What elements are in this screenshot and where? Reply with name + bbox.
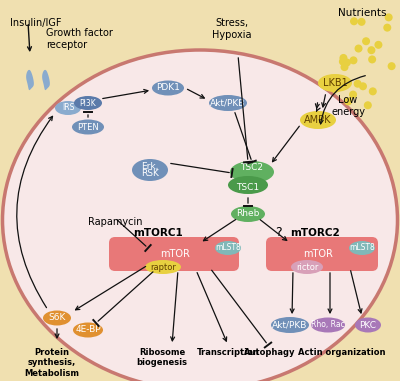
Ellipse shape <box>132 159 168 181</box>
Ellipse shape <box>215 241 241 255</box>
Polygon shape <box>42 70 50 90</box>
Text: Growth factor
receptor: Growth factor receptor <box>46 28 113 50</box>
Ellipse shape <box>271 317 309 333</box>
Ellipse shape <box>340 63 348 71</box>
Ellipse shape <box>228 176 268 194</box>
Ellipse shape <box>340 54 348 62</box>
Text: mTORC2: mTORC2 <box>290 228 340 238</box>
Text: PTEN: PTEN <box>77 123 99 131</box>
Ellipse shape <box>349 91 357 99</box>
Text: TSC1: TSC1 <box>236 184 260 192</box>
Text: Actin organization: Actin organization <box>298 348 386 357</box>
Text: ?: ? <box>275 226 281 240</box>
Ellipse shape <box>231 206 265 222</box>
Ellipse shape <box>72 120 104 134</box>
Text: Rapamycin: Rapamycin <box>88 217 142 227</box>
Ellipse shape <box>152 80 184 96</box>
Text: mTORC1: mTORC1 <box>133 228 183 238</box>
Ellipse shape <box>350 17 358 25</box>
Text: Akt/PKB: Akt/PKB <box>272 320 308 330</box>
Text: mLST8: mLST8 <box>349 243 375 253</box>
Text: Transcription: Transcription <box>196 348 260 357</box>
Ellipse shape <box>331 85 339 93</box>
FancyBboxPatch shape <box>109 237 239 271</box>
Text: RSK: RSK <box>141 170 159 179</box>
Ellipse shape <box>374 41 382 49</box>
Text: Ribosome
biogenesis: Ribosome biogenesis <box>136 348 188 367</box>
Text: Erk,: Erk, <box>141 163 159 171</box>
Text: TSC2: TSC2 <box>240 163 264 173</box>
Ellipse shape <box>385 13 393 21</box>
Ellipse shape <box>43 311 71 325</box>
Ellipse shape <box>55 101 81 115</box>
Ellipse shape <box>368 46 376 54</box>
Ellipse shape <box>209 95 247 111</box>
Text: PDK1: PDK1 <box>156 83 180 93</box>
Text: LKB1: LKB1 <box>323 78 347 88</box>
Text: Autophagy: Autophagy <box>244 348 296 357</box>
Ellipse shape <box>145 260 181 274</box>
Text: IRS: IRS <box>62 104 74 112</box>
Text: Stress,
Hypoxia: Stress, Hypoxia <box>212 18 252 40</box>
Ellipse shape <box>311 317 345 333</box>
Text: Rho, Rac: Rho, Rac <box>311 320 345 330</box>
Text: raptor: raptor <box>150 263 176 272</box>
Ellipse shape <box>2 50 398 381</box>
Ellipse shape <box>369 87 377 95</box>
Text: mLST8: mLST8 <box>215 243 241 253</box>
Polygon shape <box>26 70 34 90</box>
Ellipse shape <box>230 161 274 183</box>
Ellipse shape <box>358 18 366 26</box>
Text: PI3K: PI3K <box>80 99 96 107</box>
Ellipse shape <box>368 56 376 64</box>
Text: Akt/PKB: Akt/PKB <box>210 99 246 107</box>
Ellipse shape <box>354 80 362 88</box>
Text: S6K: S6K <box>48 314 66 322</box>
Ellipse shape <box>291 260 323 274</box>
Ellipse shape <box>74 96 102 110</box>
Ellipse shape <box>383 24 391 32</box>
Text: Low
energy: Low energy <box>331 95 365 117</box>
Text: Rheb: Rheb <box>236 210 260 218</box>
Text: Protein
synthesis,
Metabolism: Protein synthesis, Metabolism <box>24 348 80 378</box>
Ellipse shape <box>318 74 352 92</box>
Text: mTOR: mTOR <box>160 249 190 259</box>
Ellipse shape <box>300 111 336 129</box>
Ellipse shape <box>73 322 103 338</box>
Text: PKC: PKC <box>360 320 376 330</box>
Ellipse shape <box>339 58 347 66</box>
Ellipse shape <box>349 241 375 255</box>
Text: rictor: rictor <box>296 263 318 272</box>
Ellipse shape <box>343 59 351 67</box>
Ellipse shape <box>344 98 352 106</box>
Ellipse shape <box>388 62 396 70</box>
Ellipse shape <box>362 37 370 45</box>
Text: Nutrients: Nutrients <box>338 8 386 18</box>
Ellipse shape <box>364 101 372 109</box>
FancyBboxPatch shape <box>266 237 378 271</box>
Ellipse shape <box>355 317 381 333</box>
Text: mTOR: mTOR <box>303 249 333 259</box>
Text: Insulin/IGF: Insulin/IGF <box>10 18 62 28</box>
Ellipse shape <box>350 56 358 64</box>
Text: AMPK: AMPK <box>304 115 332 125</box>
Text: 4E-BP: 4E-BP <box>75 325 101 335</box>
Ellipse shape <box>359 82 367 90</box>
Ellipse shape <box>354 45 362 53</box>
